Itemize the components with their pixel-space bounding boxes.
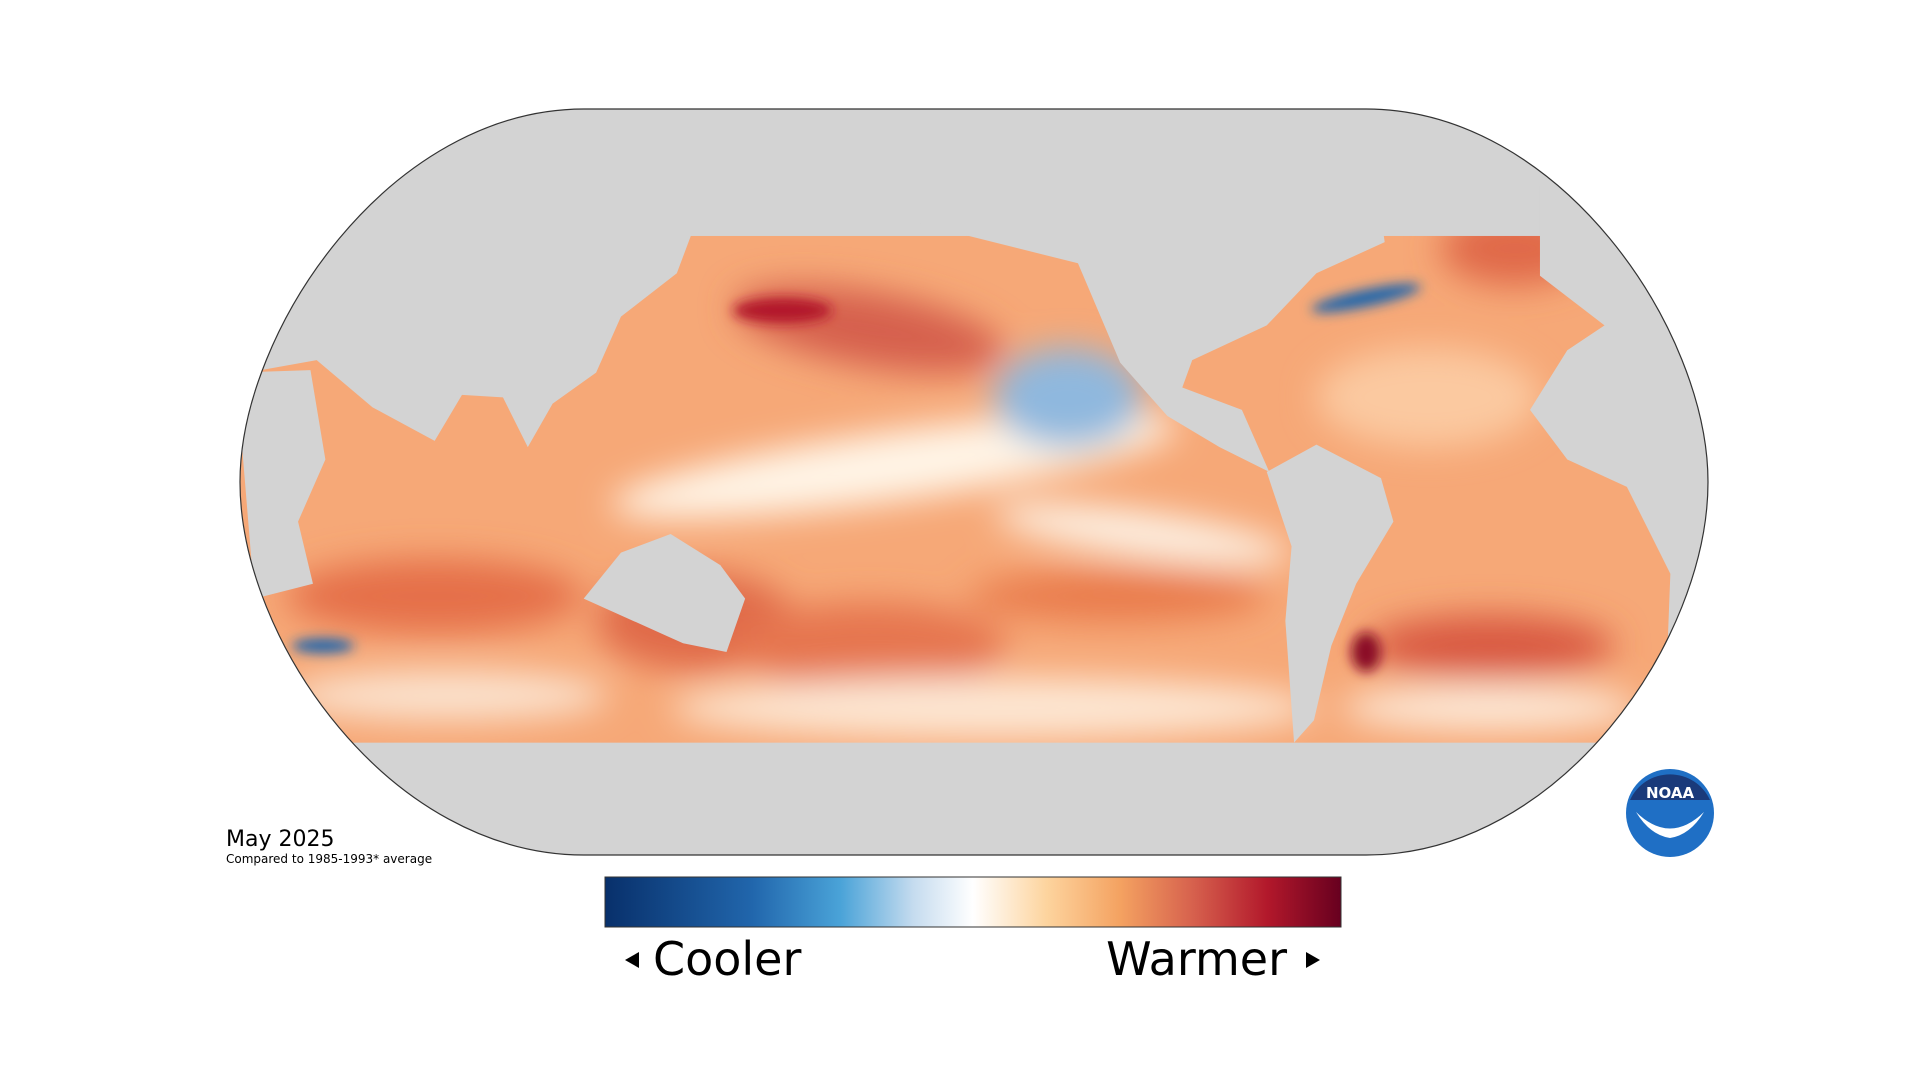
legend-high-label: Warmer (1106, 932, 1287, 986)
ocean (240, 109, 1708, 855)
color-bar (604, 876, 1342, 928)
logo-text: NOAA (1646, 784, 1695, 802)
map-outline (239, 108, 1709, 856)
title: May 2025 (226, 827, 334, 852)
legend-low-label: Cooler (653, 932, 801, 986)
noaa-logo: NOAA (1626, 769, 1714, 857)
arrow-left (625, 952, 639, 968)
logo-top (1630, 774, 1710, 800)
subtitle: Compared to 1985-1993* average (226, 852, 432, 866)
arrow-right (1306, 952, 1320, 968)
logo-gull (1636, 812, 1704, 838)
